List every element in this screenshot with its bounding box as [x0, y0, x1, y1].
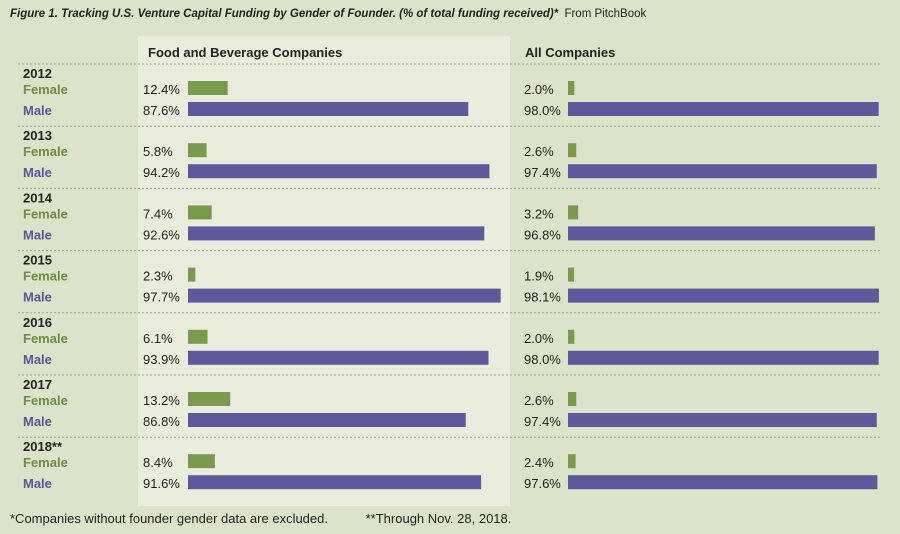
value-label-food-male: 97.7%: [143, 290, 180, 305]
bar-food-female: [188, 454, 215, 469]
value-label-all-male: 97.4%: [524, 414, 561, 429]
value-label-all-male: 97.4%: [524, 165, 561, 180]
bar-food-male: [188, 350, 489, 365]
series-label-male: Male: [23, 476, 52, 491]
value-label-all-male: 98.1%: [524, 290, 561, 305]
year-label: 2015: [23, 253, 52, 268]
value-label-food-female: 5.8%: [143, 144, 173, 159]
bar-food-male: [188, 226, 485, 241]
footnote-excluded: *Companies without founder gender data a…: [10, 511, 328, 526]
value-label-food-female: 7.4%: [143, 206, 173, 221]
bar-food-male: [188, 102, 469, 116]
value-label-food-female: 8.4%: [143, 455, 173, 470]
value-label-all-male: 97.6%: [524, 476, 561, 491]
value-label-food-female: 6.1%: [143, 331, 173, 346]
year-label: 2013: [23, 128, 52, 143]
bar-all-female: [568, 454, 576, 469]
bar-food-female: [188, 329, 208, 344]
year-label: 2014: [23, 190, 53, 205]
series-label-male: Male: [23, 227, 52, 242]
value-label-food-male: 94.2%: [143, 165, 180, 180]
bar-food-female: [188, 81, 228, 95]
footnotes: *Companies without founder gender data a…: [10, 511, 511, 526]
year-label: 2018**: [23, 439, 63, 454]
series-label-male: Male: [23, 103, 52, 118]
value-label-food-male: 93.9%: [143, 352, 180, 367]
value-label-all-female: 2.0%: [524, 331, 554, 346]
series-label-male: Male: [23, 165, 52, 180]
series-label-female: Female: [23, 393, 68, 408]
bar-all-male: [568, 350, 879, 365]
value-label-all-female: 2.4%: [524, 455, 554, 470]
value-label-all-male: 96.8%: [524, 227, 561, 242]
bar-food-male: [188, 475, 482, 490]
series-label-female: Female: [23, 82, 68, 97]
series-label-female: Female: [23, 455, 68, 470]
bar-all-female: [568, 81, 575, 95]
value-label-all-male: 98.0%: [524, 352, 561, 367]
bar-food-female: [188, 205, 212, 220]
bar-all-male: [568, 164, 877, 179]
value-label-food-female: 13.2%: [143, 393, 180, 408]
series-label-female: Female: [23, 331, 68, 346]
footnote-through-date: **Through Nov. 28, 2018.: [365, 511, 512, 526]
series-label-female: Female: [23, 144, 68, 159]
value-label-food-female: 2.3%: [143, 269, 173, 284]
bar-food-female: [188, 392, 231, 406]
bar-all-female: [568, 267, 575, 282]
panel-header-food: Food and Beverage Companies: [148, 45, 342, 60]
year-label: 2016: [23, 315, 52, 330]
value-label-all-female: 1.9%: [524, 269, 554, 284]
year-label: 2012: [23, 66, 52, 81]
bar-all-male: [568, 102, 879, 116]
bar-food-female: [188, 143, 207, 158]
bar-all-female: [568, 205, 579, 220]
value-label-food-female: 12.4%: [143, 82, 180, 97]
value-label-all-female: 2.6%: [524, 144, 554, 159]
bar-all-female: [568, 392, 577, 406]
bar-food-male: [188, 288, 501, 303]
bar-all-male: [568, 475, 878, 490]
value-label-food-male: 86.8%: [143, 414, 180, 429]
series-label-female: Female: [23, 269, 68, 284]
bar-food-male: [188, 164, 490, 179]
bar-all-female: [568, 143, 577, 158]
chart-title: Figure 1. Tracking U.S. Venture Capital …: [10, 8, 646, 20]
chart-source: From PitchBook: [564, 8, 647, 20]
bar-all-male: [568, 413, 877, 427]
bar-food-male: [188, 413, 466, 427]
bar-food-female: [188, 267, 196, 282]
bar-all-male: [568, 288, 879, 303]
chart-title-text: Figure 1. Tracking U.S. Venture Capital …: [10, 8, 559, 20]
panel-header-all: All Companies: [525, 45, 615, 60]
series-label-female: Female: [23, 206, 68, 221]
bar-all-female: [568, 329, 575, 344]
value-label-all-female: 2.0%: [524, 82, 554, 97]
bar-all-male: [568, 226, 875, 241]
year-label: 2017: [23, 377, 52, 392]
series-label-male: Male: [23, 290, 52, 305]
value-label-all-female: 3.2%: [524, 206, 554, 221]
value-label-food-male: 87.6%: [143, 103, 180, 118]
value-label-all-female: 2.6%: [524, 393, 554, 408]
value-label-food-male: 92.6%: [143, 227, 180, 242]
value-label-all-male: 98.0%: [524, 103, 561, 118]
series-label-male: Male: [23, 352, 52, 367]
value-label-food-male: 91.6%: [143, 476, 180, 491]
series-label-male: Male: [23, 414, 52, 429]
